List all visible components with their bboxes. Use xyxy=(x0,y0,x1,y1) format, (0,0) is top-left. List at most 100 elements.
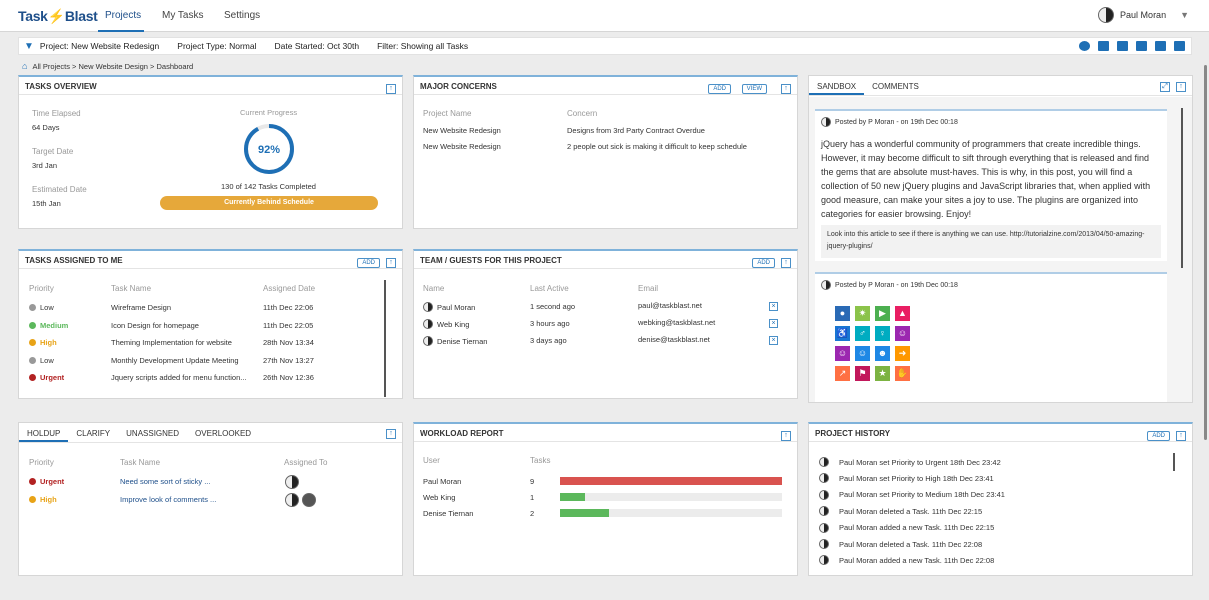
arrow-right-icon: ➜ xyxy=(895,346,910,361)
column-header-priority: Priority xyxy=(29,458,54,467)
member-name[interactable]: Web King xyxy=(437,319,470,329)
add-history-button[interactable]: ADD xyxy=(1147,431,1170,441)
task-name[interactable]: Wireframe Design xyxy=(111,303,172,312)
remove-icon[interactable]: × xyxy=(769,319,778,328)
collapse-icon[interactable]: ↑ xyxy=(781,431,791,441)
dashboard-icon[interactable] xyxy=(1079,41,1090,51)
history-text: Paul Moran set Priority to Urgent 18th D… xyxy=(839,457,1001,467)
team-member: Web King xyxy=(423,319,469,329)
avatar xyxy=(819,506,829,517)
collapse-icon[interactable]: ↑ xyxy=(386,258,396,268)
add-task-button[interactable]: ADD xyxy=(357,258,380,268)
scrollbar[interactable] xyxy=(384,280,386,397)
panel-title: PROJECT HISTORY xyxy=(809,424,1192,442)
concern-project: New Website Redesign xyxy=(423,142,501,151)
user-name: Paul Moran xyxy=(1120,10,1167,20)
breadcrumb-text[interactable]: All Projects > New Website Design > Dash… xyxy=(32,61,194,71)
avatar xyxy=(1098,7,1115,23)
radiation-icon: ✷ xyxy=(855,306,870,321)
collapse-icon[interactable]: ↑ xyxy=(1176,431,1186,441)
user-menu[interactable]: Paul Moran ▼ xyxy=(1098,7,1189,23)
remove-icon[interactable]: × xyxy=(769,302,778,311)
panel-title: TASKS OVERVIEW xyxy=(19,77,402,95)
nav-tab-my-tasks[interactable]: My Tasks xyxy=(162,10,204,21)
task-name[interactable]: Theming Implementation for website xyxy=(111,338,232,347)
add-member-button[interactable]: ADD xyxy=(752,258,775,268)
male-icon: ♂ xyxy=(855,326,870,341)
member-name[interactable]: Denise Tiernan xyxy=(437,336,488,346)
tab-unassigned[interactable]: UNASSIGNED xyxy=(126,429,180,438)
tab-comments[interactable]: COMMENTS xyxy=(872,82,919,91)
print-icon[interactable] xyxy=(1155,41,1166,51)
app-logo[interactable]: Task⚡Blast xyxy=(18,8,98,24)
concern-text[interactable]: Designs from 3rd Party Contract Overdue xyxy=(567,126,705,135)
water-drop-icon: ● xyxy=(835,306,850,321)
workload-user: Web King xyxy=(423,493,456,502)
priority-label: High xyxy=(29,338,57,347)
avatar xyxy=(423,302,433,312)
nav-tab-projects[interactable]: Projects xyxy=(105,10,142,21)
collapse-icon[interactable]: ↑ xyxy=(386,429,396,439)
post-note[interactable]: Look into this article to see if there i… xyxy=(821,225,1161,258)
workload-bar-track xyxy=(560,477,782,485)
time-elapsed-label: Time Elapsed xyxy=(32,109,81,118)
concern-text[interactable]: 2 people out sick is making it difficult… xyxy=(567,142,747,151)
collapse-icon[interactable]: ↑ xyxy=(386,84,396,94)
expand-icon[interactable]: ⤢ xyxy=(1160,82,1170,92)
tab-overlooked[interactable]: OVERLOOKED xyxy=(195,429,252,438)
member-name[interactable]: Paul Moran xyxy=(437,302,476,312)
add-concern-button[interactable]: ADD xyxy=(708,84,731,94)
top-nav: Task⚡Blast Projects My Tasks Settings Pa… xyxy=(0,0,1209,32)
target-date-value: 3rd Jan xyxy=(32,161,58,170)
task-link[interactable]: Improve look of comments ... xyxy=(120,495,217,504)
schedule-status-badge: Currently Behind Schedule xyxy=(160,196,378,210)
box-icon[interactable] xyxy=(1136,41,1147,51)
task-name[interactable]: Icon Design for homepage xyxy=(111,320,199,330)
active-tab-indicator xyxy=(98,30,144,32)
task-name[interactable]: Monthly Development Update Meeting xyxy=(111,355,239,365)
collapse-icon[interactable]: ↑ xyxy=(781,258,791,268)
estimated-date-label: Estimated Date xyxy=(32,185,87,194)
page-scrollbar[interactable] xyxy=(1204,65,1207,440)
view-concerns-button[interactable]: VIEW xyxy=(741,84,767,94)
scrollbar[interactable] xyxy=(1173,453,1175,471)
workload-count: 9 xyxy=(530,477,535,486)
assigned-date: 28th Nov 13:34 xyxy=(263,338,314,347)
folder-icon[interactable] xyxy=(1174,41,1185,51)
priority-dot xyxy=(29,304,36,311)
nav-tab-settings[interactable]: Settings xyxy=(224,10,261,21)
filter-project: Project: New Website Redesign xyxy=(39,41,160,51)
member-email[interactable]: paul@taskblast.net xyxy=(638,301,702,310)
history-text: Paul Moran set Priority to Medium 18th D… xyxy=(839,490,1005,500)
grid-view-icon[interactable] xyxy=(1098,41,1109,51)
task-link[interactable]: Need some sort of sticky ... xyxy=(120,477,211,486)
post-meta-text: Posted by P Moran - on 19th Dec 00:18 xyxy=(835,281,958,289)
scrollbar[interactable] xyxy=(1181,108,1183,268)
column-header-task-name: Task Name xyxy=(120,458,161,467)
remove-icon[interactable]: × xyxy=(769,336,778,345)
arrow-icon: ↗ xyxy=(835,366,850,381)
home-icon[interactable]: ⌂ xyxy=(22,61,28,71)
column-header-concern: Concern xyxy=(567,109,598,118)
list-view-icon[interactable] xyxy=(1117,41,1128,51)
major-concerns-panel: MAJOR CONCERNS ADD VIEW ↑ Project Name C… xyxy=(413,75,798,229)
tab-sandbox[interactable]: SANDBOX xyxy=(809,76,865,95)
task-name[interactable]: Jquery scripts added for menu function..… xyxy=(111,373,247,382)
sandbox-post: Posted by P Moran - on 19th Dec 00:18 jQ… xyxy=(815,109,1167,261)
workload-bar-track xyxy=(560,493,782,501)
chevron-down-icon[interactable]: ▼ xyxy=(1180,10,1189,20)
tab-clarify[interactable]: CLARIFY xyxy=(76,429,111,438)
team-member: Paul Moran xyxy=(423,302,475,312)
collapse-icon[interactable]: ↑ xyxy=(781,84,791,94)
hand-icon: ✋ xyxy=(895,366,910,381)
post-meta: Posted by P Moran - on 19th Dec 00:18 xyxy=(821,280,958,290)
collapse-icon[interactable]: ↑ xyxy=(1176,82,1186,92)
tab-holdup[interactable]: HOLDUP xyxy=(19,423,69,442)
priority-text: High xyxy=(40,495,57,504)
workload-bar xyxy=(560,493,585,501)
history-item: Paul Moran set Priority to Medium 18th D… xyxy=(819,489,1005,500)
avatar xyxy=(819,555,829,566)
filter-icon[interactable]: ▼ xyxy=(24,40,34,52)
member-email[interactable]: denise@taskblast.net xyxy=(638,335,710,344)
member-email[interactable]: webking@taskblast.net xyxy=(638,318,716,327)
